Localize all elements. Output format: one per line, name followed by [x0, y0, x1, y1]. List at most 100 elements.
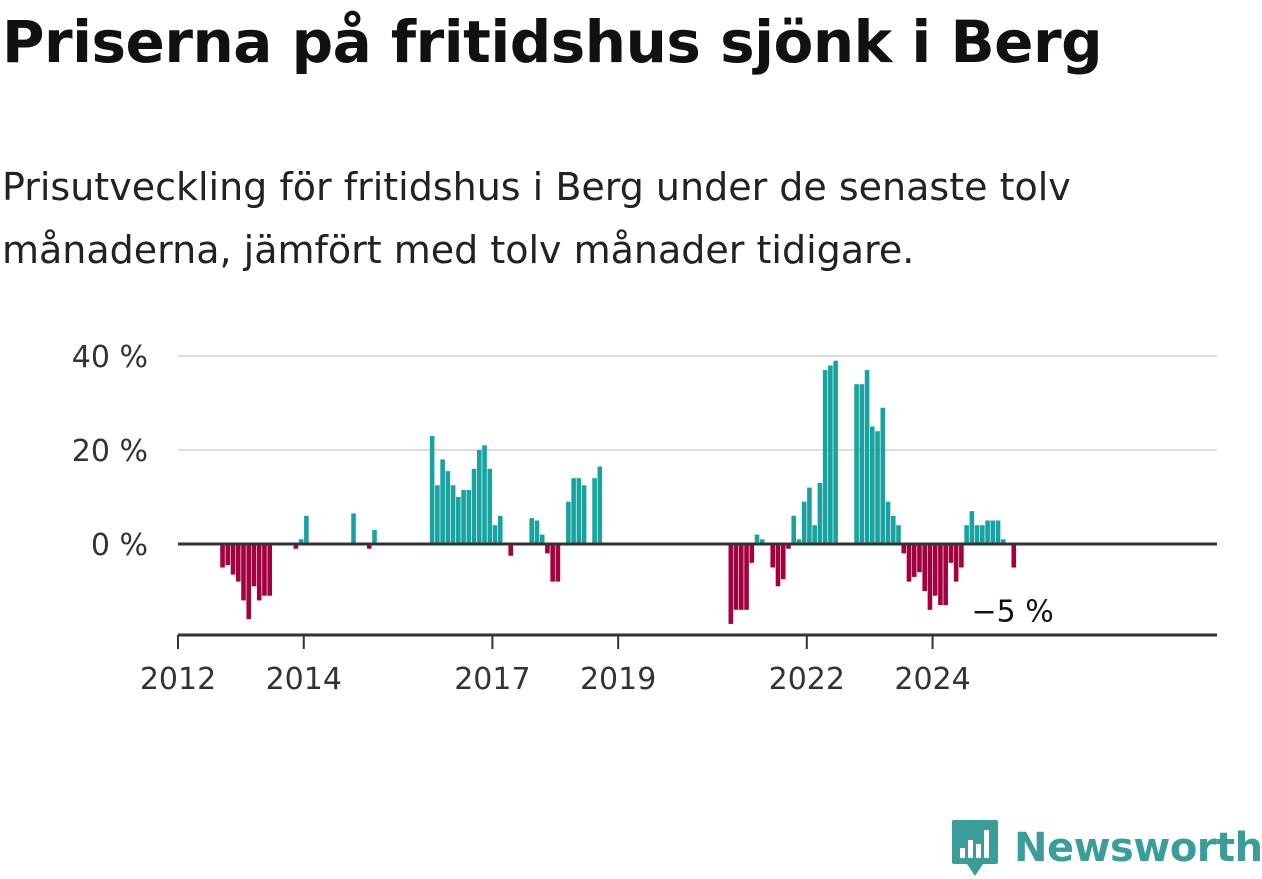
bar [581, 485, 587, 544]
bar [911, 544, 917, 577]
bar [571, 478, 576, 544]
bar [985, 520, 990, 544]
bar [597, 466, 603, 544]
bar [555, 544, 561, 582]
bar [770, 544, 776, 568]
bar [440, 459, 445, 544]
bar [235, 544, 241, 582]
bar [351, 513, 356, 544]
bar [801, 501, 807, 544]
bar [980, 525, 985, 544]
bar [1011, 544, 1017, 568]
bar [854, 384, 859, 544]
x-tick-label: 2014 [266, 662, 342, 697]
bar [482, 445, 487, 544]
bar [539, 534, 545, 544]
bar [885, 501, 891, 544]
bar [487, 468, 493, 544]
bar [435, 485, 440, 544]
bar [927, 544, 933, 610]
latest-value-label: −5 % [972, 595, 1054, 630]
bar [293, 544, 299, 549]
bar [1001, 539, 1006, 544]
bar [256, 544, 262, 601]
bar [545, 544, 550, 554]
axis-labels: 0 % 20 % 40 % 2012 2014 2017 2019 2022 2024−5 % [72, 340, 1054, 697]
bar [880, 407, 886, 544]
bar [251, 544, 257, 587]
bar [461, 489, 466, 544]
bar [901, 544, 907, 554]
bar [780, 544, 786, 580]
bar [890, 515, 896, 544]
bar [744, 544, 749, 610]
x-tick-label: 2012 [140, 662, 216, 697]
bar [995, 520, 1001, 544]
bar [267, 544, 272, 596]
bar [938, 544, 943, 606]
y-tick-label: 20 % [72, 434, 148, 469]
brand-name: Newsworthy [1014, 825, 1262, 871]
bar [833, 360, 838, 544]
bar [870, 426, 875, 544]
x-tick-label: 2017 [454, 662, 530, 697]
bar [241, 544, 246, 601]
bar [471, 468, 477, 544]
bar [807, 487, 812, 544]
y-tick-label: 40 % [72, 340, 148, 375]
bar [812, 525, 817, 544]
bar [304, 515, 309, 544]
bar [943, 544, 948, 606]
bar [456, 497, 461, 544]
bar [906, 544, 912, 582]
bar [372, 529, 377, 544]
bar [859, 384, 865, 544]
bar [786, 544, 791, 549]
gridlines [178, 355, 1217, 451]
bar [592, 478, 597, 544]
bar [262, 544, 267, 596]
bar [759, 539, 765, 544]
bar [953, 544, 959, 582]
bar [896, 525, 901, 544]
bar [917, 544, 922, 573]
newsworthy-logo: Newsworthy [950, 818, 1262, 878]
bar [366, 544, 372, 549]
bar [864, 370, 870, 544]
bar [739, 544, 744, 610]
bar [932, 544, 938, 596]
bar [566, 501, 571, 544]
bar [728, 544, 734, 624]
bar [576, 478, 582, 544]
y-tick-label: 0 % [91, 528, 148, 563]
bar [445, 471, 451, 544]
bar [948, 544, 954, 563]
bar [817, 482, 823, 544]
bar [298, 539, 304, 544]
newsworthy-logo-icon [952, 820, 998, 876]
bar [550, 544, 555, 582]
bars [220, 360, 1017, 624]
bar-chart: 0 % 20 % 40 % 2012 2014 2017 2019 2022 2024−5 % [72, 340, 1217, 697]
bar [959, 544, 964, 568]
bar [225, 544, 231, 566]
bar [466, 489, 472, 544]
bar [964, 525, 969, 544]
bar [477, 450, 482, 544]
bar [974, 525, 980, 544]
bar [791, 515, 796, 544]
bar [230, 544, 236, 575]
bar [796, 539, 802, 544]
chart-subtitle: Prisutveckling för fritidshus i Berg und… [2, 165, 1071, 272]
bar [754, 534, 760, 544]
bar [969, 511, 975, 544]
bar [497, 515, 503, 544]
bar [990, 520, 996, 544]
bar [220, 544, 225, 568]
x-tick-label: 2022 [769, 662, 845, 697]
chart-title: Priserna på fritidshus sjönk i Berg [2, 8, 1103, 76]
bar [775, 544, 781, 587]
bar [875, 431, 880, 544]
bar [529, 518, 534, 544]
bar [534, 520, 540, 544]
